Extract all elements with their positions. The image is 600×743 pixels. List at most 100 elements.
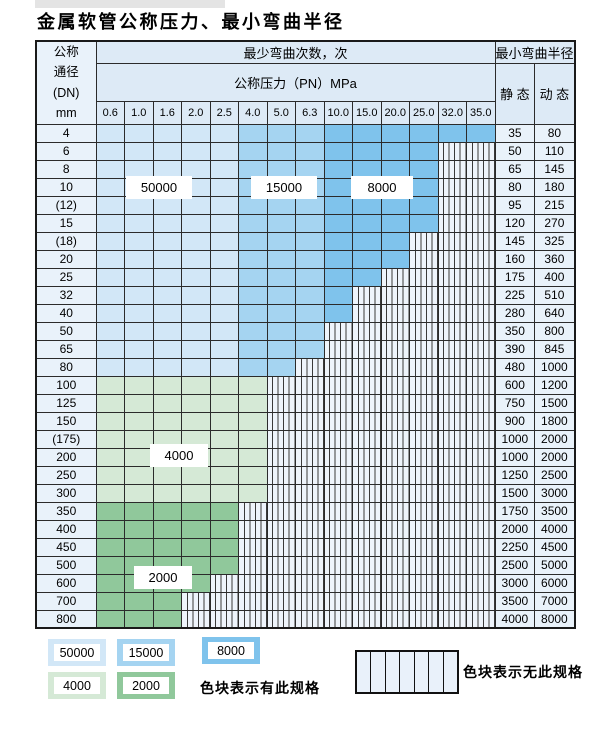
spec-cell [295,123,325,143]
spec-cell [295,249,325,269]
spec-cell [266,159,296,179]
no-spec-cell [380,447,410,467]
pressure-header: 1.6 [152,100,182,125]
spec-cell [124,213,154,233]
no-spec-cell [380,591,410,611]
no-spec-cell [437,447,467,467]
spec-cell [95,141,125,161]
spec-cell [409,141,439,161]
no-spec-cell [323,609,353,629]
spec-cell [238,393,268,413]
region-label-50000: 50000 [126,176,192,199]
no-spec-cell [409,231,439,251]
legend-swatch-4000-label: 4000 [54,677,100,694]
no-spec-cell [409,591,439,611]
spec-cell [238,339,268,359]
no-spec-cell [181,591,211,611]
dynamic-radius-value: 215 [534,195,576,215]
dn-label: 400 [35,519,97,539]
spec-cell [380,213,410,233]
legend-swatch-50000-label: 50000 [54,644,100,661]
spec-cell [124,321,154,341]
table-row: 65 390 845 [35,339,576,359]
no-spec-cell [437,321,467,341]
no-spec-cell [466,141,496,161]
spec-cell [124,501,154,521]
no-spec-cell [437,159,467,179]
static-radius-value: 600 [494,375,536,395]
no-spec-cell [437,609,467,629]
pressure-header: 32.0 [437,100,467,125]
dynamic-radius-value: 2000 [534,429,576,449]
hatch-cell [429,652,444,692]
spec-cell [95,609,125,629]
no-spec-cell [352,483,382,503]
no-spec-cell [209,591,239,611]
spec-cell [124,411,154,431]
no-spec-cell [238,519,268,539]
no-spec-cell [437,483,467,503]
static-radius-value: 350 [494,321,536,341]
legend-swatch-2000: 2000 [117,672,175,699]
table-row: 32 225 510 [35,285,576,305]
table-row: 80 480 1000 [35,357,576,377]
no-spec-cell [352,285,382,305]
no-spec-cell [466,519,496,539]
dynamic-radius-value: 80 [534,123,576,143]
no-spec-cell [323,339,353,359]
no-spec-cell [409,321,439,341]
spec-cell [209,501,239,521]
pressure-header: 35.0 [466,100,496,125]
spec-cell [323,267,353,287]
spec-cell [466,123,496,143]
dynamic-radius-value: 270 [534,213,576,233]
no-spec-cell [352,465,382,485]
table-row: 125 750 1500 [35,393,576,413]
header-min-bend-radius: 最小弯曲半径 [494,40,576,64]
dn-label: 250 [35,465,97,485]
dynamic-radius-value: 110 [534,141,576,161]
no-spec-cell [409,537,439,557]
spec-cell [323,159,353,179]
no-spec-cell [323,393,353,413]
spec-cell [95,231,125,251]
spec-cell [95,393,125,413]
static-radius-value: 1000 [494,447,536,467]
spec-cell [352,123,382,143]
spec-cell [266,285,296,305]
spec-cell [152,267,182,287]
spec-cell [209,159,239,179]
spec-cell [323,231,353,251]
spec-cell [209,375,239,395]
spec-cell [152,537,182,557]
dynamic-radius-value: 2000 [534,447,576,467]
spec-cell [295,159,325,179]
no-spec-cell [437,501,467,521]
no-spec-cell [380,501,410,521]
spec-cell [209,339,239,359]
spec-cell [266,339,296,359]
no-spec-cell [352,321,382,341]
spec-cell [238,375,268,395]
spec-cell [352,213,382,233]
table-row: 450 2250 4500 [35,537,576,557]
spec-cell [238,231,268,251]
no-spec-cell [466,501,496,521]
no-spec-cell [352,339,382,359]
no-spec-cell [295,411,325,431]
spec-cell [152,411,182,431]
no-spec-cell [380,303,410,323]
static-radius-value: 175 [494,267,536,287]
static-radius-value: 95 [494,195,536,215]
legend-swatch-8000-label: 8000 [208,642,254,659]
spec-cell [238,447,268,467]
no-spec-cell [238,591,268,611]
spec-cell [323,177,353,197]
spec-cell [181,519,211,539]
static-radius-value: 50 [494,141,536,161]
no-spec-cell [437,339,467,359]
no-spec-cell [323,357,353,377]
no-spec-cell [266,447,296,467]
static-radius-value: 1500 [494,483,536,503]
spec-cell [152,285,182,305]
